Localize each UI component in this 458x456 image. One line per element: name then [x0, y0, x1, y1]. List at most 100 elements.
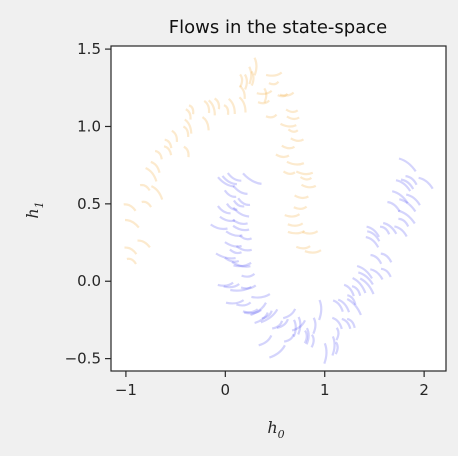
y-axis-label-main: h — [23, 208, 42, 218]
flow-line-series-0 — [250, 70, 255, 87]
flow-line-series-0 — [243, 73, 248, 90]
flow-line-series-1 — [232, 218, 248, 226]
flow-line-series-1 — [346, 298, 362, 316]
flow-line-series-0 — [286, 115, 300, 121]
y-axis-label: h1 — [23, 201, 46, 218]
flow-line-series-1 — [379, 225, 391, 235]
flow-line-series-0 — [154, 149, 163, 160]
flow-line-series-1 — [398, 157, 417, 173]
flow-line-series-1 — [254, 312, 269, 325]
flow-line-series-1 — [370, 253, 383, 265]
y-axis-label-subscript: 1 — [33, 201, 46, 208]
flow-line-series-1 — [238, 234, 253, 241]
flow-line-series-1 — [331, 335, 336, 356]
flow-line-series-1 — [223, 189, 237, 198]
flow-line-series-1 — [240, 284, 257, 290]
flow-line-series-0 — [124, 218, 140, 229]
flow-line-series-1 — [398, 217, 410, 227]
flow-line-series-0 — [281, 144, 296, 150]
flow-line-series-1 — [276, 318, 289, 329]
x-axis-ticks: −1 0 1 2 — [115, 371, 429, 399]
flow-line-series-0 — [227, 97, 236, 115]
flow-line-series-1 — [405, 175, 418, 186]
flow-line-series-1 — [335, 327, 340, 341]
flow-line-series-1 — [370, 268, 384, 281]
flow-line-series-1 — [215, 252, 236, 260]
flow-line-series-0 — [201, 116, 210, 131]
y-axis-ticks: −0.5 0.0 0.5 1.0 1.5 — [65, 40, 111, 368]
flow-line-series-0 — [238, 85, 246, 99]
flow-line-series-0 — [293, 205, 308, 210]
flow-line-series-1 — [269, 344, 286, 359]
flow-line-series-1 — [241, 272, 256, 278]
flow-line-series-0 — [257, 99, 271, 105]
flow-line-series-1 — [343, 283, 355, 297]
flow-line-series-0 — [256, 89, 273, 96]
flow-line-series-1 — [219, 215, 236, 223]
flow-line-series-0 — [164, 138, 173, 149]
flow-line-series-0 — [287, 229, 306, 235]
flow-line-series-0 — [171, 129, 179, 142]
flow-line-series-1 — [351, 285, 362, 297]
flow-line-series-1 — [334, 341, 339, 355]
flow-line-series-0 — [277, 92, 289, 98]
flow-line-series-0 — [268, 80, 280, 86]
flow-line-series-1 — [394, 225, 408, 238]
flow-line-series-1 — [242, 172, 262, 185]
flow-line-series-1 — [221, 175, 237, 186]
flow-line-series-1 — [250, 302, 267, 317]
flow-line-series-1 — [318, 299, 323, 321]
flow-line-series-0 — [203, 99, 211, 114]
x-axis-label: h0 — [267, 418, 284, 441]
y-tick-label: 0.0 — [77, 272, 101, 290]
flow-line-series-1 — [310, 334, 315, 348]
flow-line-series-0 — [207, 99, 216, 116]
flow-line-series-1 — [297, 316, 302, 335]
flow-line-series-1 — [400, 178, 415, 190]
y-tick-label: 0.5 — [77, 195, 101, 213]
flow-line-series-1 — [352, 277, 367, 294]
x-axis-label-main: h — [267, 418, 277, 437]
flow-line-series-1 — [271, 320, 284, 330]
flow-line-series-1 — [395, 179, 412, 192]
flow-line-series-1 — [225, 299, 245, 305]
x-tick-label: −1 — [115, 381, 137, 399]
flow-line-series-0 — [214, 97, 221, 110]
flow-line-series-0 — [290, 137, 305, 142]
flow-line-series-1 — [224, 256, 240, 263]
flow-line-series-1 — [303, 329, 308, 344]
flow-line-series-1 — [230, 285, 252, 292]
plot-area — [111, 46, 446, 371]
flow-line-series-0 — [286, 160, 305, 166]
flow-line-series-0 — [239, 73, 244, 88]
flow-line-series-1 — [217, 176, 235, 188]
flow-line-series-0 — [123, 203, 137, 212]
flow-line-series-1 — [346, 294, 357, 305]
flow-line-series-1 — [243, 309, 262, 315]
flow-line-series-1 — [291, 319, 307, 332]
flow-line-series-0 — [304, 249, 322, 254]
y-tick-label: 1.0 — [77, 117, 101, 135]
flow-line-series-1 — [232, 206, 250, 218]
flow-line-series-1 — [337, 298, 351, 313]
x-tick-label: 1 — [320, 381, 330, 399]
flow-line-series-1 — [258, 334, 273, 347]
flow-line-series-1 — [366, 230, 381, 242]
flow-line-series-0 — [285, 108, 299, 114]
x-axis-label-subscript: 0 — [278, 428, 285, 441]
flow-line-series-1 — [223, 283, 240, 289]
flow-line-series-0 — [287, 222, 304, 227]
flow-line-series-1 — [226, 172, 242, 182]
flow-line-series-1 — [283, 333, 295, 343]
flow-line-series-1 — [210, 223, 228, 231]
flow-line-series-0 — [163, 145, 173, 156]
flow-line-series-0 — [139, 183, 151, 192]
flow-line-series-1 — [292, 319, 297, 338]
flow-line-series-0 — [124, 246, 138, 255]
flow-line-series-1 — [261, 310, 273, 320]
flow-line-series-0 — [248, 66, 253, 85]
flow-line-series-0 — [279, 122, 297, 128]
flow-line-series-0 — [263, 87, 268, 104]
flow-line-series-1 — [282, 308, 297, 320]
